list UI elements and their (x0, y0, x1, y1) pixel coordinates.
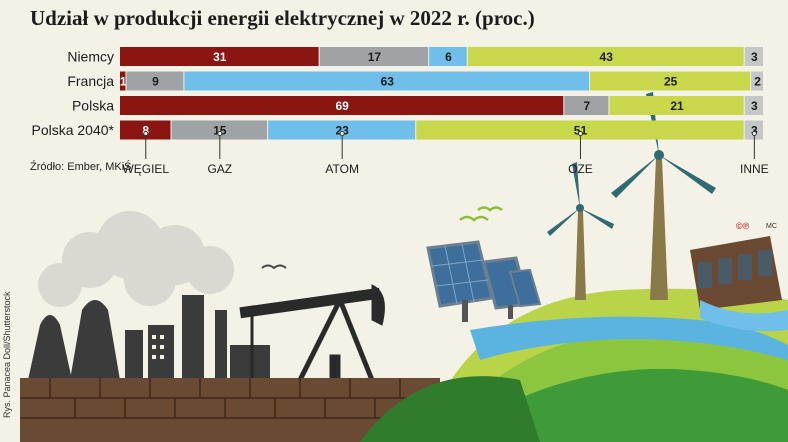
pump-jack (239, 284, 385, 382)
bar-segment (744, 120, 763, 140)
bar-segment (744, 47, 763, 66)
bar-segment (171, 120, 268, 140)
bar-value-label: 23 (336, 124, 350, 138)
smoke-clouds (38, 211, 234, 307)
bar-value-label: 51 (574, 124, 588, 138)
bar-value-label: 3 (751, 50, 758, 64)
bar-segment (120, 47, 319, 66)
source-note: Źródło: Ember, MKiŚ (30, 161, 132, 173)
bar-segment (590, 71, 751, 91)
image-credit: Rys. Panacea Doll/Shutterstock (2, 291, 12, 418)
legend-dot (339, 131, 345, 136)
bar-value-label: 17 (368, 50, 382, 64)
bar-segment (744, 96, 763, 115)
bar-segment (126, 71, 184, 91)
bar-value-label: 6 (445, 50, 452, 64)
chart-title: Udział w produkcji energii elektrycznej … (30, 6, 535, 30)
legend: WĘGIEL GAZ ATOM OZE INNE (122, 131, 769, 176)
copyright-mark: ©℗ (736, 221, 750, 231)
bar-segment (429, 47, 467, 66)
factory-windows (152, 335, 164, 359)
green-birds (459, 206, 503, 222)
bar-segment (416, 120, 744, 140)
legend-dot (751, 131, 757, 136)
bars: 31 17 6 43 31 9 63 25 269 7 21 38 15 23 51 3 (120, 47, 763, 140)
bar-value-label: 63 (381, 75, 395, 89)
legend-label: WĘGIEL (122, 162, 169, 176)
bar-value-label: 1 (120, 75, 127, 89)
bar-segment (564, 96, 609, 115)
bar-value-label: 21 (670, 99, 684, 113)
hydro-dam (690, 236, 788, 332)
legend-label: INNE (740, 162, 769, 176)
author-initials: MC (766, 223, 777, 230)
legend-dot (143, 131, 149, 136)
birds (261, 264, 287, 270)
bar-value-label: 43 (600, 50, 614, 64)
bar-value-label: 2 (754, 75, 761, 89)
legend-dot (577, 131, 583, 136)
bar-segment (120, 96, 564, 115)
row-labels: Niemcy Francja Polska Polska 2040* (31, 49, 114, 139)
bar-value-label: 7 (584, 99, 591, 113)
bar-value-label: 8 (142, 124, 149, 138)
bar-segment (467, 47, 744, 66)
legend-dot (217, 131, 223, 136)
bar-value-label: 31 (213, 50, 227, 64)
legend-label: GAZ (207, 162, 232, 176)
bar-value-label: 9 (152, 75, 159, 89)
row-label: Niemcy (67, 49, 114, 65)
bar-value-label: 25 (664, 75, 678, 89)
bar-segment (120, 120, 171, 140)
bar-segment (751, 71, 763, 91)
bar-segment (268, 120, 416, 140)
solar-panels (426, 240, 542, 322)
legend-label: OZE (568, 162, 593, 176)
bar-segment (120, 71, 126, 91)
bar-value-label: 3 (751, 124, 758, 138)
row-label: Francja (67, 73, 114, 89)
row-label: Polska (72, 98, 114, 114)
bar-value-label: 69 (336, 99, 350, 113)
bar-value-label: 3 (751, 99, 758, 113)
row-label: Polska 2040* (31, 122, 114, 138)
bar-segment (609, 96, 744, 115)
bar-value-label: 15 (213, 124, 227, 138)
factory-silhouette (28, 295, 270, 380)
bar-segment (184, 71, 590, 91)
legend-label: ATOM (325, 162, 359, 176)
bar-segment (319, 47, 429, 66)
green-hills (360, 288, 788, 442)
